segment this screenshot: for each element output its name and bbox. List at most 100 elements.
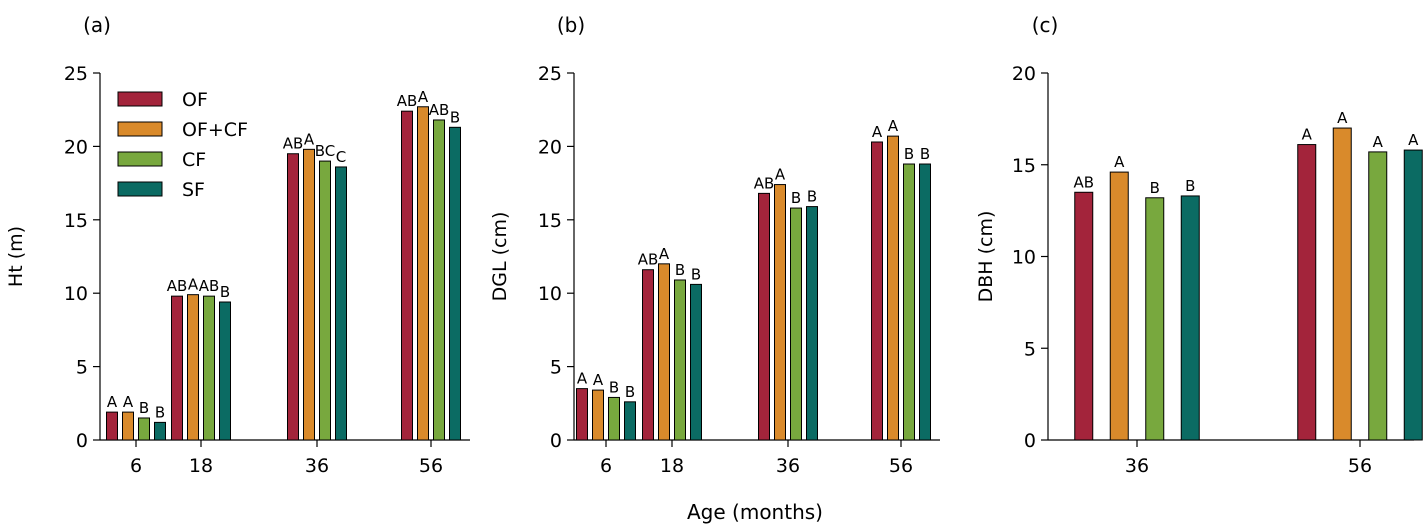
- y-axis-title: DBH (cm): [975, 211, 997, 303]
- bar: [608, 396, 620, 441]
- bar: [187, 294, 199, 441]
- shared-x-axis-label: Age (months): [687, 500, 823, 524]
- bar: [903, 163, 915, 441]
- panel-label: (a): [83, 13, 111, 37]
- x-tick-label: 36: [1125, 455, 1149, 477]
- significance-label: B: [791, 189, 801, 207]
- significance-label: B: [139, 399, 149, 417]
- significance-label: A: [1337, 109, 1348, 127]
- bar: [919, 163, 931, 441]
- y-tick-label: 10: [1012, 247, 1036, 269]
- legend-swatch: [117, 151, 163, 167]
- bar: [433, 119, 445, 441]
- significance-label: AB: [199, 277, 220, 295]
- bar: [1332, 127, 1352, 441]
- panel-label: (c): [1032, 13, 1059, 37]
- significance-label: B: [625, 383, 635, 401]
- y-tick-label: 25: [538, 63, 562, 85]
- significance-label: A: [1302, 126, 1313, 144]
- bar: [576, 388, 588, 441]
- bar: [642, 269, 654, 441]
- significance-label: B: [675, 261, 685, 279]
- y-axis-title: Ht (m): [5, 226, 27, 287]
- y-axis-title: DGL (cm): [489, 212, 511, 302]
- bar: [887, 135, 899, 441]
- significance-label: AB: [1073, 173, 1094, 191]
- bar: [106, 411, 118, 441]
- y-tick-label: 0: [550, 430, 562, 452]
- y-tick-label: 15: [538, 210, 562, 232]
- y-tick-label: 5: [76, 357, 88, 379]
- bar: [1145, 197, 1165, 441]
- x-tick-label: 36: [305, 455, 329, 477]
- panel-label: (b): [557, 13, 585, 37]
- legend-swatch: [117, 121, 163, 137]
- bar: [138, 417, 150, 441]
- significance-label: A: [888, 117, 899, 135]
- significance-label: B: [920, 145, 930, 163]
- x-tick-label: 6: [130, 455, 142, 477]
- series-sf: BA: [1180, 131, 1423, 441]
- significance-label: A: [188, 276, 199, 294]
- significance-label: A: [1373, 133, 1384, 151]
- bar: [287, 153, 299, 441]
- bar: [690, 283, 702, 441]
- significance-label: BC: [315, 142, 336, 160]
- bar: [592, 389, 604, 441]
- y-tick-label: 0: [76, 430, 88, 452]
- x-tick-label: 56: [889, 455, 913, 477]
- significance-label: AB: [429, 101, 450, 119]
- significance-label: B: [609, 378, 619, 396]
- bar: [790, 207, 802, 441]
- significance-label: A: [304, 130, 315, 148]
- significance-label: AB: [167, 277, 188, 295]
- y-tick-label: 20: [538, 136, 562, 158]
- x-tick-label: 6: [600, 455, 612, 477]
- x-tick-label: 18: [660, 455, 684, 477]
- significance-label: C: [336, 148, 346, 166]
- significance-label: A: [872, 123, 883, 141]
- y-tick-label: 15: [64, 210, 88, 232]
- x-tick-label: 18: [189, 455, 213, 477]
- y-tick-label: 5: [550, 357, 562, 379]
- series-sf: B B B B: [624, 145, 931, 441]
- bar: [658, 263, 670, 441]
- legend-label: OF: [182, 89, 208, 111]
- significance-label: A: [418, 88, 429, 106]
- legend-label: OF+CF: [182, 119, 248, 141]
- bar: [219, 301, 231, 441]
- significance-label: B: [1185, 177, 1195, 195]
- bar: [171, 295, 183, 441]
- bar: [122, 411, 134, 441]
- significance-label: A: [107, 393, 118, 411]
- bar: [401, 110, 413, 441]
- bar: [303, 148, 315, 441]
- x-tick-label: 36: [776, 455, 800, 477]
- significance-label: AB: [754, 174, 775, 192]
- legend-label: SF: [182, 179, 205, 201]
- bar: [1368, 151, 1388, 441]
- bar: [1297, 144, 1317, 441]
- y-tick-label: 20: [64, 136, 88, 158]
- y-tick-label: 10: [538, 283, 562, 305]
- y-tick-label: 25: [64, 63, 88, 85]
- bar: [871, 141, 883, 441]
- bar: [203, 295, 215, 441]
- significance-label: AB: [638, 251, 659, 269]
- bar: [417, 106, 429, 441]
- bar: [335, 166, 347, 441]
- significance-label: A: [775, 166, 786, 184]
- bar: [1074, 191, 1094, 441]
- bar: [624, 401, 636, 441]
- x-tick-label: 56: [419, 455, 443, 477]
- significance-label: B: [155, 403, 165, 421]
- bar: [1403, 149, 1423, 441]
